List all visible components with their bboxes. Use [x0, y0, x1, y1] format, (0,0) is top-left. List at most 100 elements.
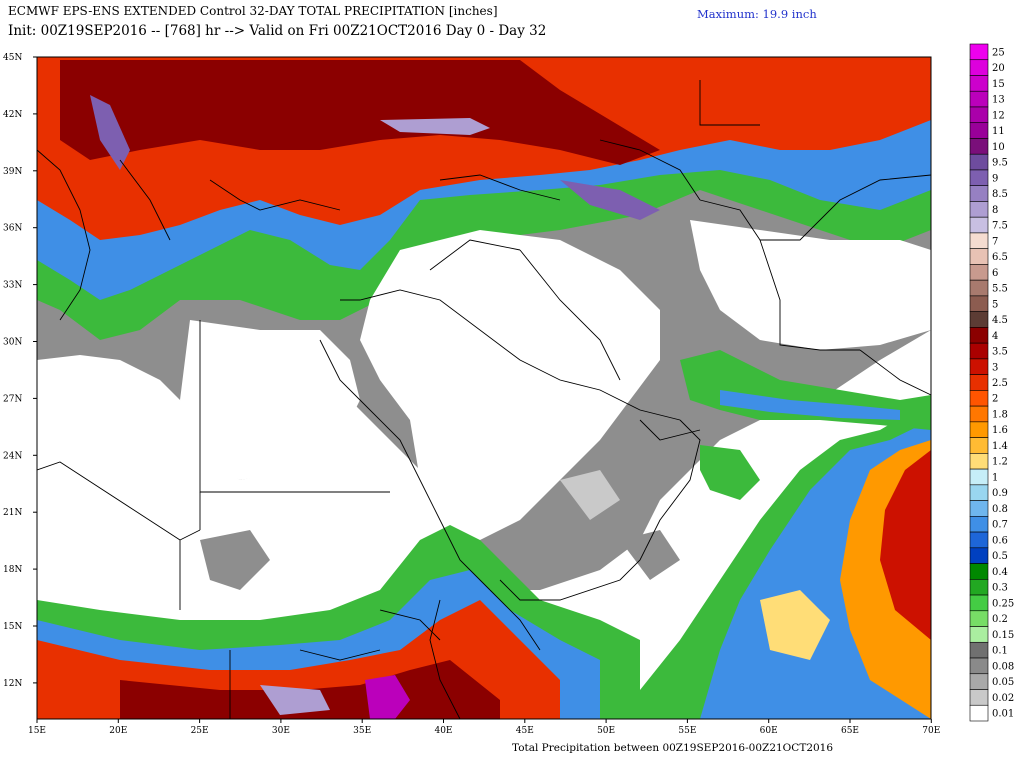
colorbar-label: 25	[992, 47, 1005, 58]
maximum-label: Maximum: 19.9 inch	[697, 7, 817, 21]
lon-label-60E: 60E	[760, 726, 778, 736]
lon-label-15E: 15E	[28, 726, 46, 736]
footer-caption: Total Precipitation between 00Z19SEP2016…	[512, 742, 834, 754]
lon-label-65E: 65E	[841, 726, 859, 736]
colorbar-label: 0.4	[992, 567, 1008, 578]
lon-label-55E: 55E	[678, 726, 696, 736]
colorbar-swatch	[969, 248, 989, 265]
precipitation-field	[37, 57, 931, 719]
lat-label-42N: 42N	[3, 110, 22, 120]
colorbar-label: 9.5	[992, 158, 1008, 169]
lat-label-27N: 27N	[3, 394, 22, 404]
colorbar-swatch	[969, 264, 989, 281]
colorbar-label: 15	[992, 79, 1005, 90]
lat-label-24N: 24N	[3, 451, 22, 461]
colorbar-label: 4.5	[992, 315, 1008, 326]
lon-label-20E: 20E	[109, 726, 127, 736]
colorbar-swatch	[969, 106, 989, 124]
colorbar-label: 8.5	[992, 189, 1008, 200]
colorbar-swatch	[969, 657, 989, 675]
lat-label-45N: 45N	[3, 53, 22, 63]
colorbar-label: 0.08	[992, 661, 1014, 672]
colorbar-label: 1.8	[992, 409, 1008, 420]
colorbar-swatch	[969, 563, 989, 580]
lon-label-40E: 40E	[434, 726, 452, 736]
colorbar-swatch	[969, 185, 989, 202]
colorbar-label: 0.01	[992, 709, 1014, 720]
lon-label-25E: 25E	[191, 726, 209, 736]
lat-label-12N: 12N	[3, 679, 22, 689]
colorbar-swatch	[969, 689, 989, 706]
colorbar-label: 0.5	[992, 551, 1008, 562]
colorbar-label: 6.5	[992, 252, 1008, 263]
colorbar-label: 1.2	[992, 457, 1008, 468]
colorbar-swatch	[969, 453, 989, 470]
lat-label-39N: 39N	[3, 167, 22, 177]
latitude-labels: 45N 42N 39N 36N 33N 30N 27N 24N 21N 18N 15N 12N	[3, 53, 37, 689]
colorbar-label: 5.5	[992, 284, 1008, 295]
lat-label-36N: 36N	[3, 224, 22, 234]
colorbar-swatch	[969, 610, 989, 627]
colorbar-swatch	[969, 704, 989, 722]
colorbar-swatch	[969, 579, 989, 596]
colorbar-swatch	[969, 516, 989, 533]
colorbar-swatch	[969, 390, 989, 407]
colorbar-swatch	[969, 421, 989, 438]
colorbar-label: 12	[992, 110, 1005, 121]
colorbar-label: 10	[992, 142, 1005, 153]
lon-label-70E: 70E	[922, 726, 940, 736]
colorbar-label: 3	[992, 362, 998, 373]
colorbar: 252015131211109.598.587.576.565.554.543.…	[969, 43, 1014, 722]
lon-label-35E: 35E	[353, 726, 371, 736]
colorbar-swatch	[969, 122, 989, 139]
colorbar-swatch	[969, 232, 989, 249]
colorbar-label: 0.05	[992, 677, 1014, 688]
lon-label-45E: 45E	[516, 726, 534, 736]
colorbar-label: 0.15	[992, 630, 1014, 641]
colorbar-swatch	[969, 90, 989, 108]
colorbar-swatch	[969, 59, 989, 76]
lon-label-30E: 30E	[272, 726, 290, 736]
colorbar-swatch	[969, 405, 989, 423]
colorbar-label: 9	[992, 173, 998, 184]
colorbar-swatch	[969, 500, 989, 517]
colorbar-label: 1.4	[992, 441, 1008, 452]
lat-label-18N: 18N	[3, 565, 22, 575]
map-frame	[36, 56, 932, 720]
lat-label-21N: 21N	[3, 508, 22, 518]
colorbar-label: 1	[992, 472, 998, 483]
colorbar-label: 0.8	[992, 504, 1008, 515]
colorbar-swatch	[969, 358, 989, 375]
colorbar-label: 7	[992, 236, 998, 247]
lat-label-30N: 30N	[3, 338, 22, 348]
colorbar-swatch	[969, 279, 989, 297]
colorbar-swatch	[969, 594, 989, 612]
colorbar-label: 0.02	[992, 693, 1014, 704]
colorbar-label: 13	[992, 95, 1005, 106]
colorbar-swatch	[969, 138, 989, 155]
colorbar-swatch	[969, 437, 989, 454]
lat-label-15N: 15N	[3, 622, 22, 632]
colorbar-label: 0.7	[992, 520, 1008, 531]
colorbar-swatch	[969, 374, 989, 391]
colorbar-label: 2	[992, 394, 998, 405]
colorbar-swatch	[969, 641, 989, 659]
colorbar-label: 8	[992, 205, 998, 216]
colorbar-swatch	[969, 216, 989, 234]
colorbar-swatch	[969, 327, 989, 344]
colorbar-swatch	[969, 626, 989, 643]
colorbar-label: 0.9	[992, 488, 1008, 499]
colorbar-label: 2.5	[992, 378, 1008, 389]
colorbar-label: 0.6	[992, 535, 1008, 546]
colorbar-label: 5	[992, 299, 998, 310]
colorbar-swatch	[969, 169, 989, 186]
colorbar-label: 4	[992, 331, 998, 342]
lat-label-33N: 33N	[3, 281, 22, 291]
colorbar-swatch	[969, 342, 989, 360]
colorbar-swatch	[969, 484, 989, 501]
colorbar-swatch	[969, 468, 989, 486]
colorbar-swatch	[969, 311, 989, 328]
colorbar-label: 6	[992, 268, 998, 279]
colorbar-label: 20	[992, 63, 1005, 74]
colorbar-swatch	[969, 201, 989, 218]
